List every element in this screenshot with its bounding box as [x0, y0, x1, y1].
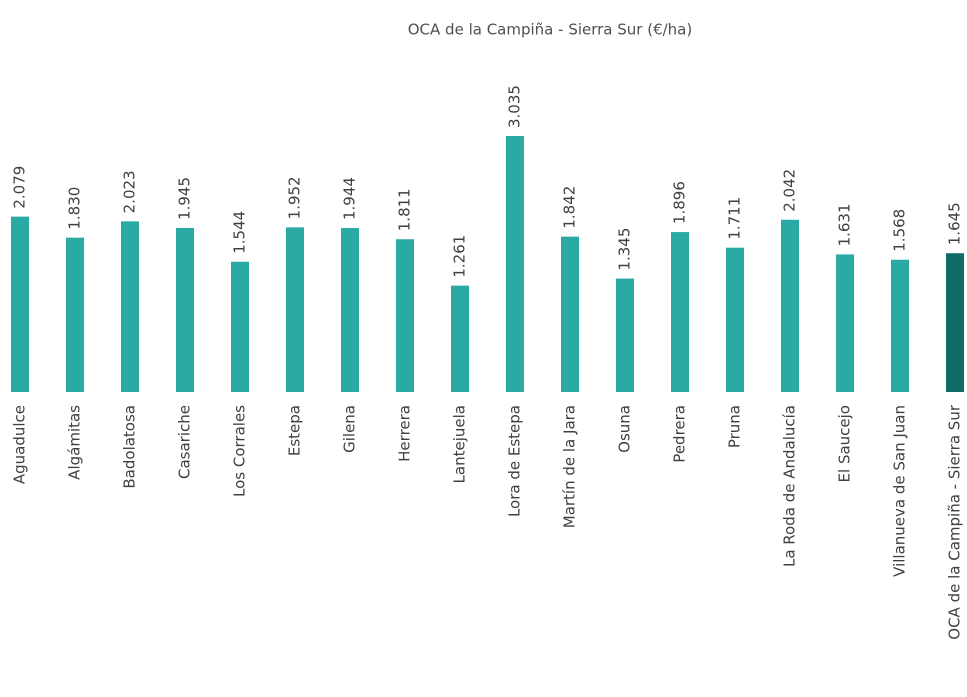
- bar: [231, 261, 249, 392]
- value-label: 1.568: [891, 209, 909, 252]
- x-tick-label: Aguadulce: [11, 405, 29, 484]
- value-label: 3.035: [506, 85, 524, 128]
- bar: [946, 253, 964, 392]
- x-tick-label: Pruna: [726, 405, 744, 448]
- x-tick-label: Gilena: [341, 405, 359, 453]
- x-tick-label: Casariche: [176, 405, 194, 479]
- value-label: 1.345: [616, 228, 634, 271]
- x-tick-label: Los Corrales: [231, 405, 249, 497]
- x-tick-label: Estepa: [286, 405, 304, 456]
- chart-title: OCA de la Campiña - Sierra Sur (€/ha): [408, 21, 692, 39]
- bar: [561, 236, 579, 392]
- bar: [121, 221, 139, 392]
- bar: [176, 227, 194, 392]
- value-label: 1.896: [671, 181, 689, 224]
- bar: [616, 278, 634, 392]
- x-tick-label: Osuna: [616, 405, 634, 453]
- value-label: 1.811: [396, 188, 414, 231]
- value-label: 1.830: [66, 187, 84, 230]
- x-tick-label: Herrera: [396, 405, 414, 462]
- x-tick-label: Martín de la Jara: [561, 405, 579, 528]
- x-tick-label: Pedrera: [671, 405, 689, 463]
- bar: [891, 259, 909, 392]
- bar: [671, 232, 689, 392]
- value-label: 1.645: [946, 202, 964, 245]
- value-label: 2.079: [11, 166, 29, 209]
- value-label: 1.842: [561, 186, 579, 229]
- value-label: 1.631: [836, 203, 854, 246]
- value-label: 1.711: [726, 197, 744, 240]
- x-tick-label: Lantejuela: [451, 405, 469, 483]
- bar: [781, 219, 799, 392]
- bar: [396, 239, 414, 392]
- x-tick-label: Villanueva de San Juan: [891, 405, 909, 577]
- value-label: 2.023: [121, 170, 139, 213]
- value-label: 1.261: [451, 235, 469, 278]
- value-label: 1.544: [231, 211, 249, 254]
- x-tick-label: OCA de la Campiña - Sierra Sur: [946, 404, 964, 640]
- x-tick-label: Lora de Estepa: [506, 405, 524, 517]
- bar: [286, 227, 304, 392]
- bar: [726, 247, 744, 392]
- x-tick-label: Badolatosa: [121, 405, 139, 489]
- bar: [11, 216, 29, 392]
- bar: [341, 228, 359, 392]
- bar: [836, 254, 854, 392]
- value-label: 2.042: [781, 169, 799, 212]
- value-label: 1.944: [341, 177, 359, 220]
- bar: [66, 237, 84, 392]
- x-tick-label: Algámitas: [66, 405, 84, 480]
- value-label: 1.952: [286, 176, 304, 219]
- x-tick-label: El Saucejo: [836, 405, 854, 482]
- x-tick-label: La Roda de Andalucía: [781, 405, 799, 567]
- bar: [506, 136, 524, 392]
- bar: [451, 285, 469, 392]
- value-label: 1.945: [176, 177, 194, 220]
